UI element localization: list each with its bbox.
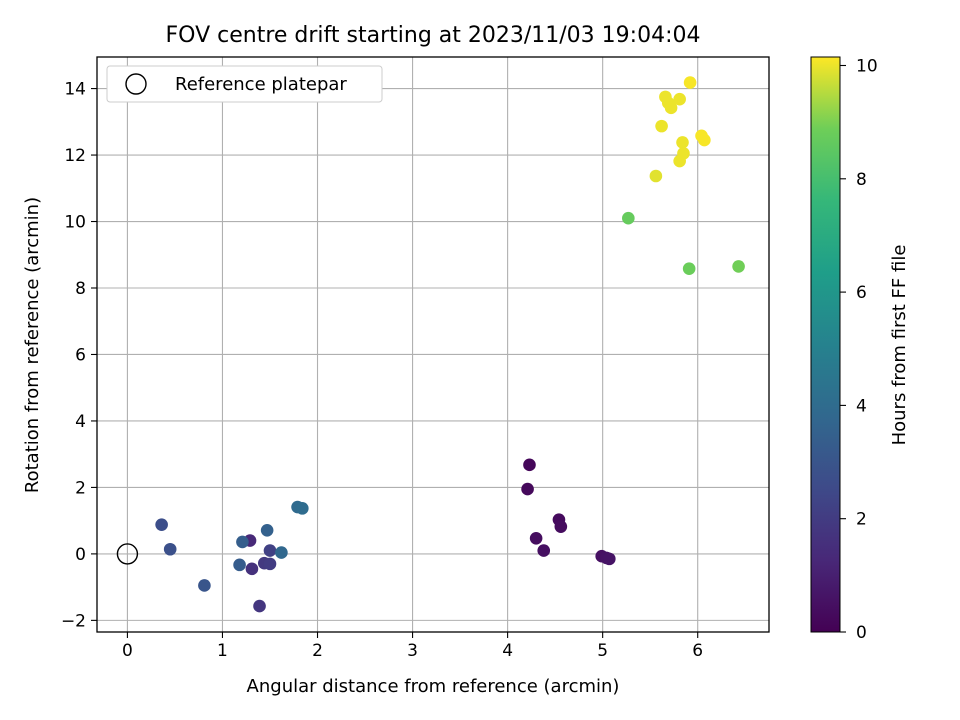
y-tick-label: 2 (75, 478, 86, 498)
data-point (263, 544, 277, 557)
x-axis-label: Angular distance from reference (arcmin) (247, 676, 620, 697)
legend-marker-reference (125, 73, 147, 95)
x-tick-label: 4 (502, 641, 513, 661)
chart-title: FOV centre drift starting at 2023/11/03 … (166, 23, 701, 48)
colorbar-ticks: 0 2 4 6 8 10 (840, 56, 878, 643)
data-point (664, 101, 678, 115)
data-point (296, 502, 309, 515)
data-point (655, 119, 668, 133)
data-point (676, 136, 689, 149)
colorbar-tick-label: 2 (856, 510, 867, 530)
colorbar (810, 56, 841, 633)
x-tick-label: 0 (122, 641, 133, 661)
legend-box (106, 65, 383, 103)
data-point (732, 260, 745, 273)
y-axis-ticks: −2 0 2 4 6 8 10 12 14 (61, 80, 97, 631)
y-tick-label: 8 (75, 279, 86, 299)
colorbar-label: Hours from first FF file (889, 245, 910, 446)
data-point (698, 133, 711, 147)
y-tick-label: 0 (75, 545, 86, 565)
legend-label-reference: Reference platepar (175, 74, 347, 95)
data-point (163, 542, 177, 556)
y-tick-label: 14 (64, 80, 86, 100)
data-point (529, 531, 543, 545)
data-point (253, 599, 266, 613)
data-point (649, 169, 663, 183)
grid-lines (97, 57, 769, 632)
x-tick-label: 3 (407, 641, 418, 661)
colorbar-tick-label: 4 (856, 396, 867, 416)
x-tick-label: 1 (217, 641, 228, 661)
legend: Reference platepar (106, 65, 383, 103)
data-point (233, 558, 246, 572)
data-point (245, 562, 259, 576)
colorbar-tick-label: 0 (856, 623, 867, 643)
data-point (673, 92, 686, 106)
plot-frame (96, 56, 770, 633)
data-point (198, 579, 211, 592)
data-point (673, 154, 686, 168)
colorbar-tick-label: 8 (856, 170, 867, 190)
data-point (275, 546, 288, 559)
data-point (263, 557, 277, 571)
reference-point-marker (116, 543, 139, 565)
data-point (155, 518, 168, 531)
x-tick-label: 6 (692, 641, 703, 661)
y-tick-label: 12 (64, 146, 86, 166)
y-tick-label: 4 (75, 412, 86, 432)
x-axis-ticks: 0 1 2 3 4 5 6 (122, 632, 703, 661)
data-point (521, 482, 534, 496)
data-point (260, 523, 274, 537)
colorbar-tick-label: 10 (856, 56, 878, 76)
data-point (554, 520, 568, 533)
data-point (236, 535, 249, 549)
x-tick-label: 2 (312, 641, 323, 661)
colorbar-tick-label: 6 (856, 283, 867, 303)
data-point (537, 544, 551, 557)
y-axis-label: Rotation from reference (arcmin) (22, 197, 43, 493)
data-point (683, 76, 697, 89)
y-tick-label: 6 (75, 345, 86, 365)
x-tick-label: 5 (597, 641, 608, 661)
data-point (523, 458, 536, 472)
y-tick-label: 10 (64, 213, 86, 233)
data-points (116, 76, 745, 613)
data-point (603, 552, 616, 566)
y-tick-label: −2 (61, 611, 86, 631)
data-point (682, 262, 696, 276)
data-point (622, 211, 635, 225)
